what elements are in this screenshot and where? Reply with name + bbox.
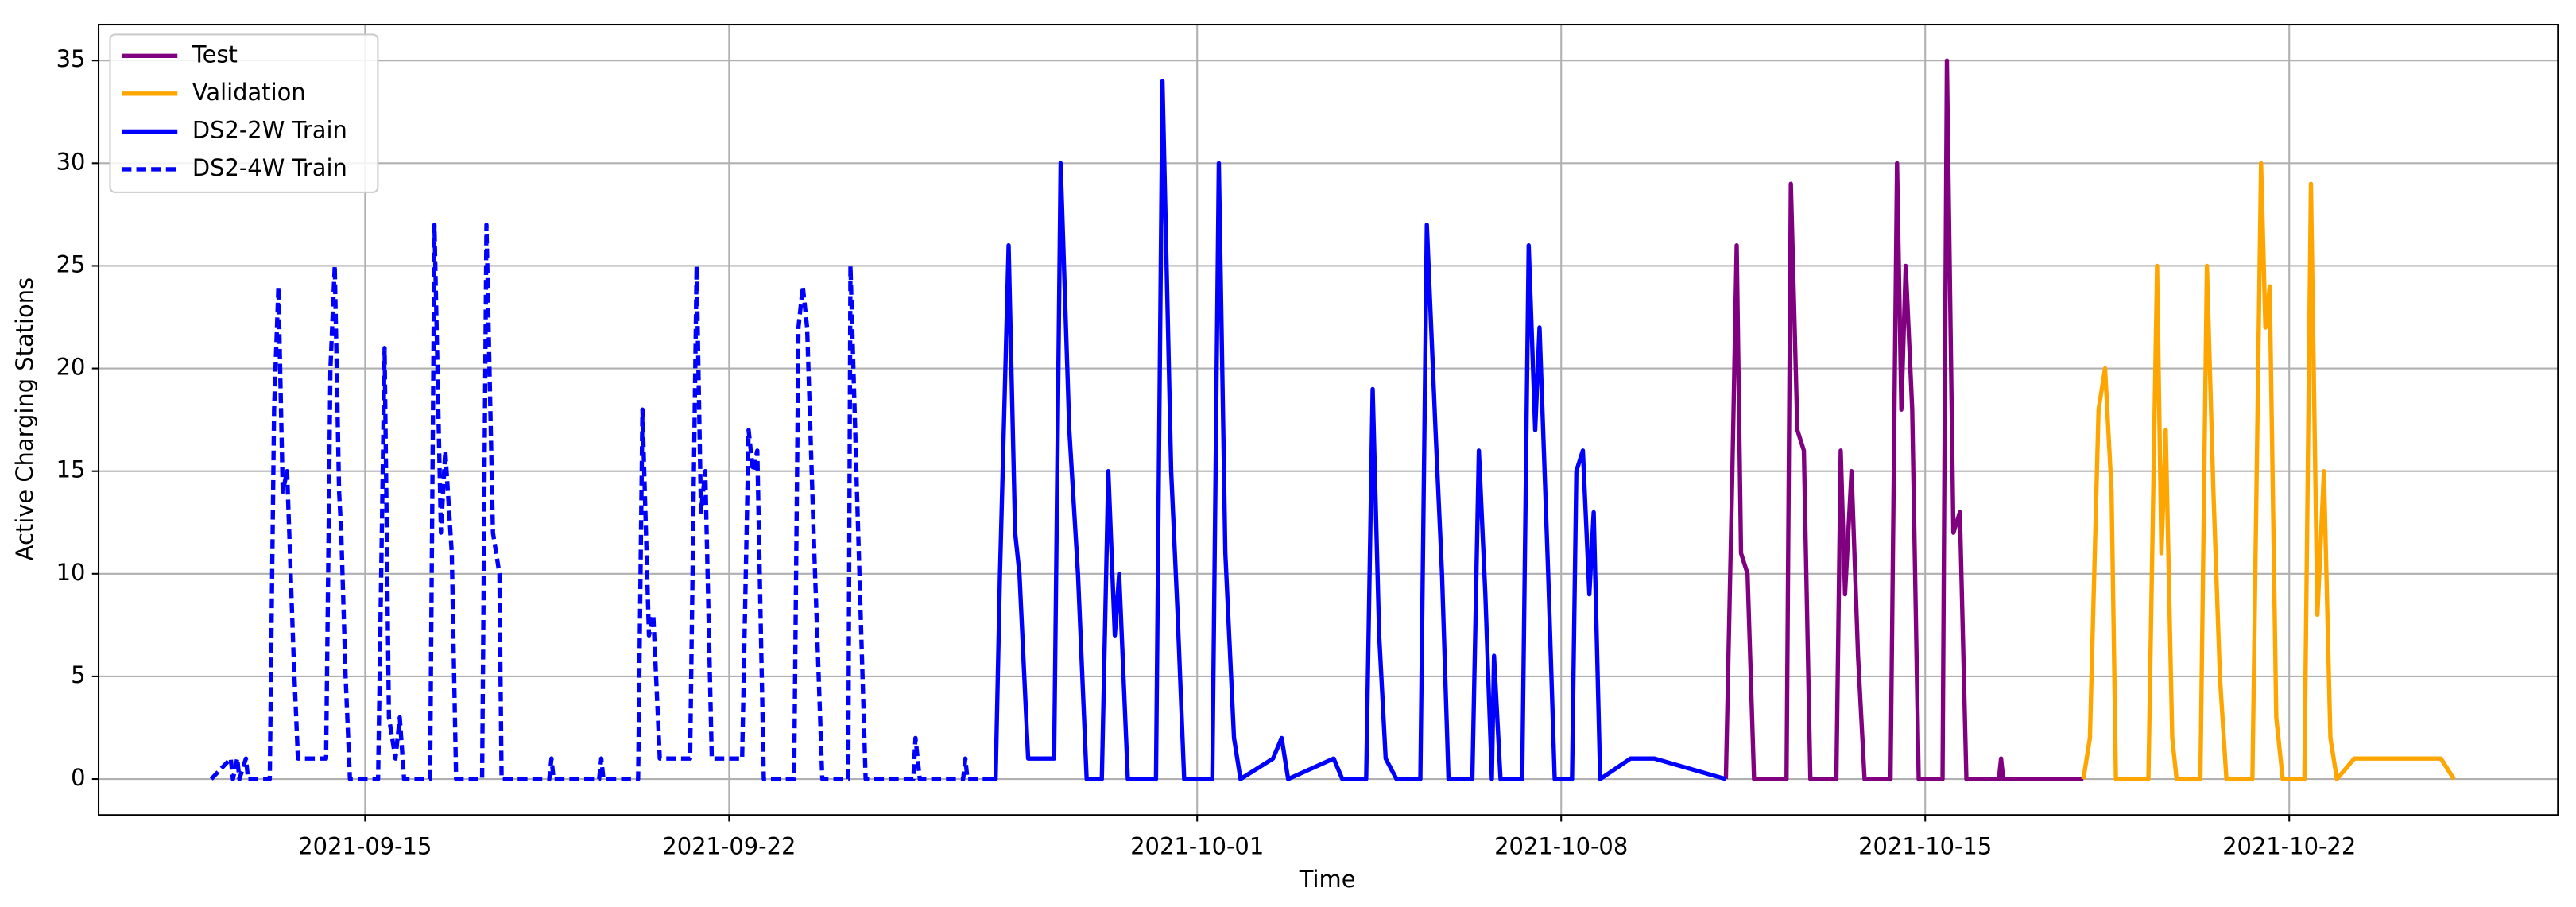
- x-tick-label: 2021-09-22: [662, 833, 796, 860]
- x-tick-label: 2021-10-08: [1494, 833, 1628, 860]
- x-tick-label: 2021-10-01: [1130, 833, 1264, 860]
- y-tick-label: 30: [56, 148, 86, 175]
- plot-area: [209, 58, 2456, 781]
- legend-label: DS2-4W Train: [192, 154, 347, 181]
- x-tick-label: 2021-09-15: [298, 833, 432, 860]
- series-line: [209, 223, 987, 781]
- x-tick-label: 2021-10-15: [1858, 833, 1992, 860]
- legend: Test Validation DS2-2W Train DS2-4W Train: [109, 33, 379, 193]
- series-line: [2081, 161, 2456, 781]
- y-tick-label: 20: [56, 354, 86, 381]
- y-tick-label: 35: [56, 45, 86, 72]
- series-line: [982, 79, 1727, 781]
- legend-label: Validation: [192, 79, 306, 106]
- axes-frame: [97, 23, 2559, 816]
- legend-label: DS2-2W Train: [192, 116, 347, 143]
- y-tick-label: 5: [71, 661, 85, 688]
- y-tick-label: 0: [71, 764, 85, 791]
- legend-label: Test: [192, 41, 238, 68]
- y-tick-label: 10: [56, 559, 86, 586]
- y-tick-label: 15: [56, 456, 86, 483]
- y-tick-label: 25: [56, 250, 86, 277]
- x-tick-label: 2021-10-22: [2222, 833, 2356, 860]
- legend-box: [109, 33, 379, 193]
- x-axis-label: Time: [1299, 866, 1356, 893]
- ticks: 0 5 10 15 20 25 30 35 2021-09-15 2021-09-22 2021-1…: [56, 45, 2357, 859]
- series-line: [1723, 58, 2084, 781]
- y-axis-label: Active Charging Stations: [11, 277, 38, 560]
